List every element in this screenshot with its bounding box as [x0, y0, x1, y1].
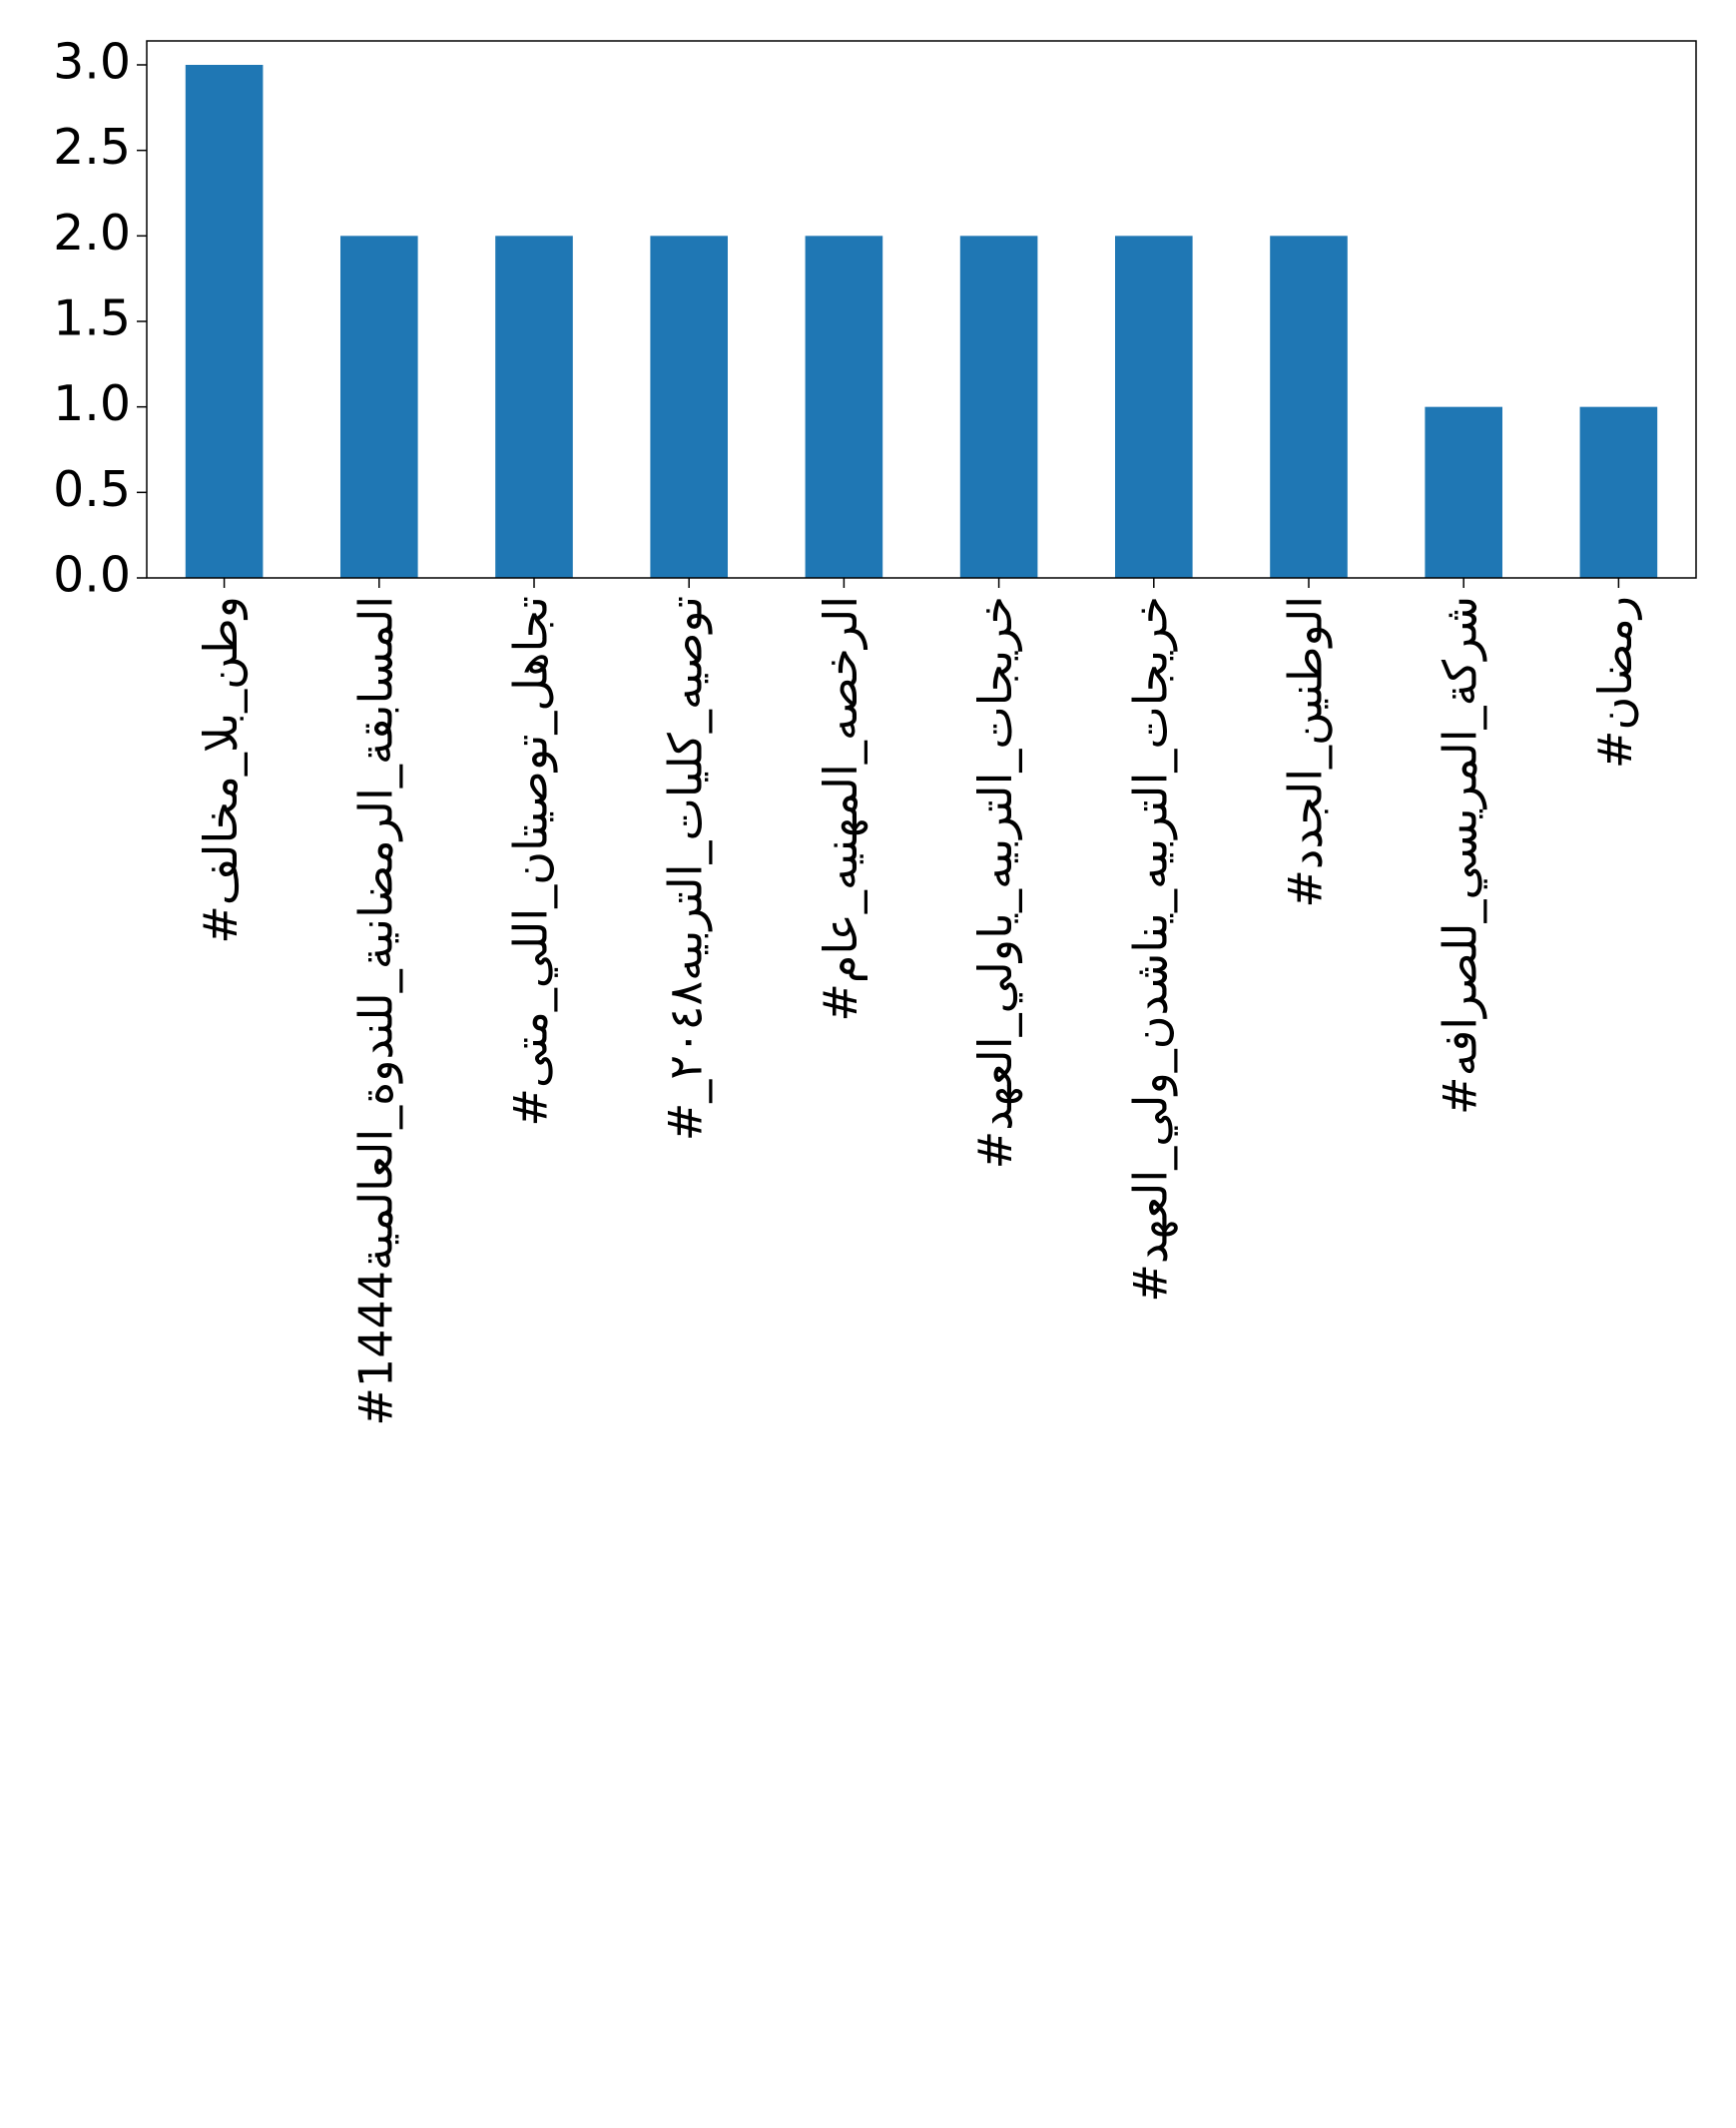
x-tick-label: #وطن_بلا_مخالف	[194, 596, 249, 944]
bar	[650, 236, 728, 579]
bar	[185, 64, 264, 579]
y-tick-label: 2.0	[53, 205, 131, 262]
x-tick-label: #شركة_المريسي_للصرافه	[1434, 596, 1488, 1115]
x-tick-label: #تجاهل_توصيتان_اللي_متى	[504, 596, 559, 1127]
bar	[805, 236, 883, 579]
bar	[1425, 406, 1502, 578]
x-tick-label: #خريجات_التربيه_ياولي_العهد	[968, 596, 1023, 1169]
bar	[495, 236, 573, 579]
plot-frame	[146, 40, 1697, 579]
x-tick-label: #رمضان	[1588, 596, 1642, 769]
x-tick-label: #الرخصه_المهنيه_عام	[814, 596, 868, 1022]
bar	[1270, 236, 1348, 579]
x-tick-label: #المسابقة_الرمضانية_للندوة_العالمية1444	[348, 596, 403, 1426]
y-tick-label: 0.0	[53, 547, 131, 604]
y-tick-label: 0.5	[53, 461, 131, 518]
y-tick-label: 3.0	[53, 33, 131, 90]
x-tick-label: #الوطنين_الجدد	[1279, 596, 1334, 908]
y-tick-label: 2.5	[53, 119, 131, 176]
y-tick-label: 1.5	[53, 289, 131, 346]
y-tick-label: 1.0	[53, 375, 131, 432]
x-tick-label: #خريجات_التربيه_يناشدن_ولي_العهد	[1123, 596, 1178, 1303]
bar	[1579, 406, 1658, 578]
bar	[959, 236, 1038, 579]
x-tick-label: #_توصيه_كليات_التربيه٢٠٤٨	[659, 596, 714, 1141]
bar	[340, 236, 418, 579]
bar	[1115, 236, 1193, 579]
